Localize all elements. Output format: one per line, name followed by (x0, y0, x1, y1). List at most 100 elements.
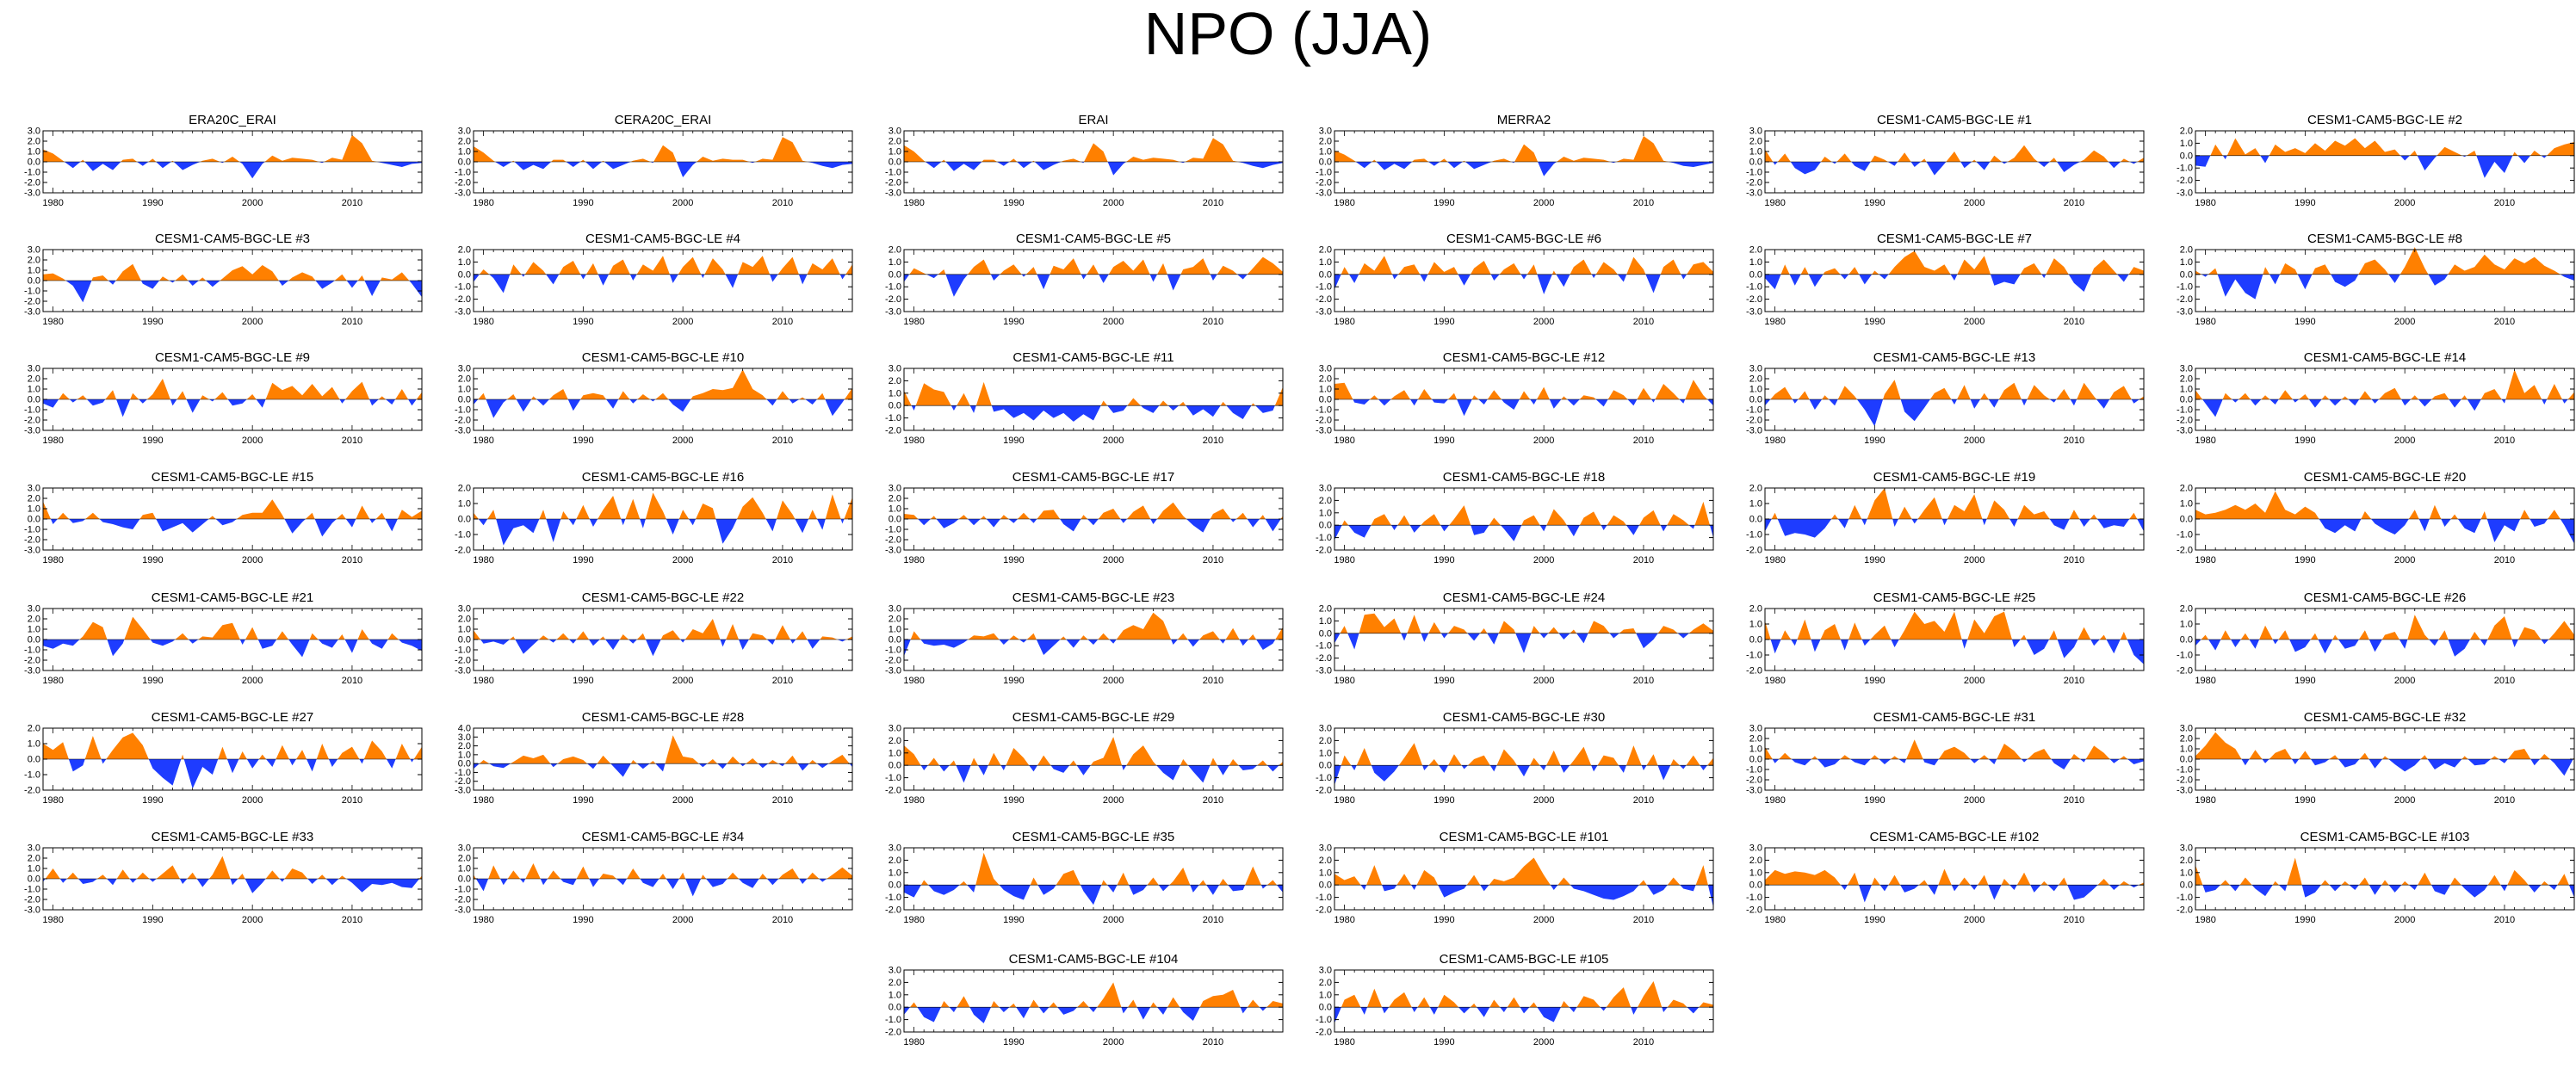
x-tick-label: 2000 (1103, 317, 1124, 327)
y-tick-label: 2.0 (889, 736, 901, 746)
y-tick-label: 1.0 (2180, 139, 2193, 149)
x-tick-label: 2010 (2064, 198, 2084, 208)
y-tick-label: -3.0 (455, 426, 471, 436)
negative-area (1334, 399, 1713, 417)
x-tick-label: 2010 (1633, 795, 1654, 806)
y-tick-label: 0.0 (1749, 881, 1762, 891)
x-tick-label: 2010 (2064, 915, 2084, 925)
panel-title: CESM1-CAM5-BGC-LE #9 (155, 350, 310, 365)
x-tick-label: 2000 (1964, 795, 1985, 806)
y-tick-label: -2.0 (24, 178, 40, 188)
panel-title: CESM1-CAM5-BGC-LE #16 (582, 470, 744, 485)
x-tick-label: 2000 (1103, 1037, 1124, 1047)
y-tick-label: -1.0 (24, 646, 40, 656)
negative-area (904, 274, 1283, 297)
y-tick-label: 3.0 (889, 966, 901, 976)
negative-area (904, 765, 1283, 783)
panel-title: CESM1-CAM5-BGC-LE #32 (2304, 710, 2466, 725)
y-tick-label: -3.0 (885, 188, 901, 199)
y-tick-label: -2.0 (1746, 546, 1762, 556)
y-tick-label: -2.0 (2177, 546, 2193, 556)
negative-area (474, 879, 852, 897)
chart-panel: CESM1-CAM5-BGC-LE #27 2.0 1.0 0.0 -1.0 -2.0 19… (9, 709, 430, 813)
y-tick-label: 0.0 (458, 269, 471, 280)
x-tick-label: 2000 (1964, 436, 1985, 446)
x-tick-label: 1980 (1764, 676, 1785, 686)
x-tick-label: 2010 (772, 676, 793, 686)
y-tick-label: 0.0 (458, 395, 471, 405)
y-tick-label: 2.0 (28, 615, 40, 625)
panel-title: CESM1-CAM5-BGC-LE #4 (585, 232, 740, 246)
y-tick-label: 2.0 (28, 854, 40, 864)
chart-panel: CESM1-CAM5-BGC-LE #32 3.0 2.0 1.0 0.0 -1.0 -2.… (2161, 709, 2576, 813)
y-tick-label: -2.0 (1746, 178, 1762, 188)
chart-panel: CESM1-CAM5-BGC-LE #5 2.0 1.0 0.0 -1.0 -2.0 -3.… (870, 231, 1291, 334)
chart-panel: CESM1-CAM5-BGC-LE #12 3.0 2.0 1.0 0.0 -1.0 -2.… (1300, 349, 1722, 453)
x-tick-label: 2000 (2394, 676, 2415, 686)
x-tick-label: 1980 (1764, 317, 1785, 327)
y-tick-label: 1.0 (889, 868, 901, 878)
y-tick-label: 1.0 (28, 864, 40, 874)
y-tick-label: -2.0 (455, 776, 471, 787)
chart-panel: CESM1-CAM5-BGC-LE #15 3.0 2.0 1.0 0.0 -1.0 -2.… (9, 469, 430, 572)
x-tick-label: 2000 (242, 795, 263, 806)
y-tick-label: 1.0 (1319, 616, 1332, 627)
x-tick-label: 1990 (1434, 1037, 1454, 1047)
positive-area (904, 138, 1283, 162)
y-tick-label: 3.0 (458, 364, 471, 374)
panel-plot: CERA20C_ERAI 3.02.01.00.0-1.0-2.0-3.01980… (455, 113, 853, 208)
x-tick-label: 2010 (342, 795, 362, 806)
x-tick-label: 1980 (1334, 436, 1354, 446)
negative-area (1334, 633, 1713, 653)
y-tick-label: 2.0 (1749, 604, 1762, 615)
x-tick-label: 1990 (1434, 795, 1454, 806)
y-tick-label: 3.0 (1319, 364, 1332, 374)
y-tick-label: 2.0 (2180, 127, 2193, 137)
y-tick-label: 1.0 (2180, 499, 2193, 510)
chart-panel: CESM1-CAM5-BGC-LE #22 3.0 2.0 1.0 0.0 -1.0 -2.… (439, 590, 861, 693)
y-tick-label: 2.0 (458, 374, 471, 385)
x-tick-label: 2000 (2394, 317, 2415, 327)
y-tick-label: -2.0 (885, 294, 901, 305)
y-tick-label: 1.0 (2180, 620, 2193, 630)
chart-panel: CESM1-CAM5-BGC-LE #104 3.0 2.0 1.0 0.0 -1.0 -2… (870, 951, 1291, 1054)
y-tick-label: 2.0 (458, 854, 471, 864)
positive-area (904, 982, 1283, 1008)
panel-title: CESM1-CAM5-BGC-LE #19 (1873, 470, 2035, 485)
negative-area (43, 162, 422, 179)
y-tick-label: 1.0 (458, 257, 471, 268)
y-tick-label: 2.0 (2180, 604, 2193, 615)
x-tick-label: 1990 (1003, 555, 1024, 565)
panel-plot: CESM1-CAM5-BGC-LE #252.01.00.0-1.0-2.019… (1746, 590, 2145, 686)
x-tick-label: 1980 (1764, 436, 1785, 446)
negative-area (474, 519, 852, 546)
y-tick-label: 0.0 (28, 635, 40, 646)
y-tick-label: 1.0 (2180, 868, 2193, 878)
x-tick-label: 2000 (2394, 436, 2415, 446)
panel-plot: CESM1-CAM5-BGC-LE #15 3.02.01.00.0-1.0-2.… (24, 470, 423, 565)
y-tick-label: -1.0 (1316, 168, 1332, 178)
x-tick-label: 1990 (573, 198, 593, 208)
negative-area (904, 519, 1283, 533)
x-tick-label: 1980 (473, 676, 493, 686)
panel-title: CESM1-CAM5-BGC-LE #6 (1446, 232, 1601, 246)
y-tick-label: -1.0 (455, 768, 471, 778)
y-tick-label: -2.0 (455, 895, 471, 905)
negative-area (1334, 162, 1713, 176)
y-tick-label: 1.0 (889, 388, 901, 399)
panel-plot: CESM1-CAM5-BGC-LE #34 3.02.01.00.0-1.0-2.… (455, 830, 853, 925)
positive-area (2195, 615, 2574, 640)
y-tick-label: -2.0 (885, 178, 901, 188)
y-tick-label: 0.0 (2180, 635, 2193, 646)
negative-area (1765, 759, 2144, 769)
x-tick-label: 1990 (1864, 436, 1885, 446)
panel-plot: CESM1-CAM5-BGC-LE #4 2.01.00.0 -1.0-2.0 -3.… (455, 232, 853, 327)
y-tick-label: 1.0 (1749, 257, 1762, 268)
y-tick-label: -1.0 (1746, 405, 1762, 416)
y-tick-label: 3.0 (1319, 966, 1332, 976)
negative-area (1765, 885, 2144, 903)
x-tick-label: 1990 (1003, 436, 1024, 446)
x-tick-label: 1980 (2195, 915, 2215, 925)
negative-area (1334, 885, 1713, 908)
